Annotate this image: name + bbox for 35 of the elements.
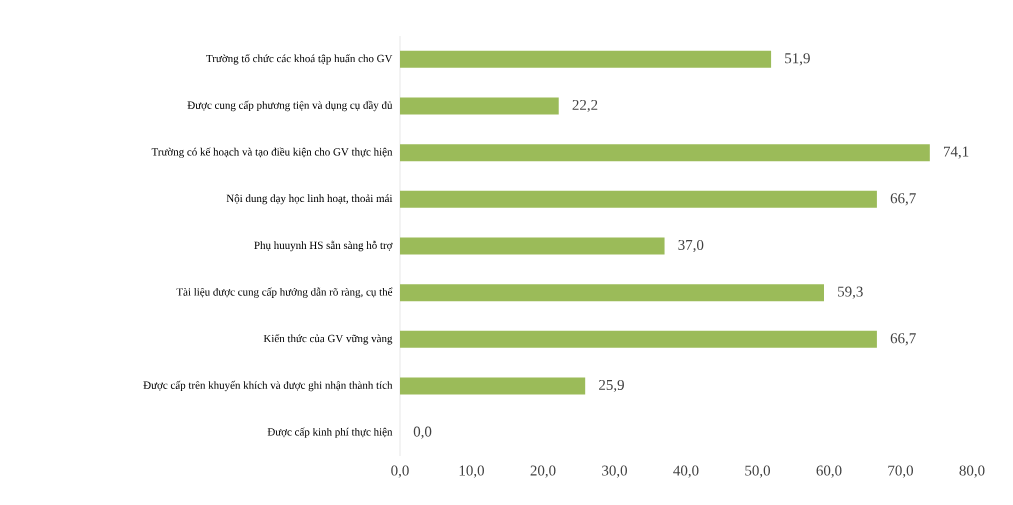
data-label: 66,7: [890, 193, 916, 206]
y-tick-label: Trường có kế hoạch và tạo điều kiện cho GV thực hiện: [151, 147, 393, 158]
data-label: 59,3: [838, 286, 863, 299]
bar: [400, 284, 824, 302]
data-label: 22,2: [572, 99, 598, 113]
x-tick-label: 70,0: [888, 465, 914, 478]
bar: [400, 50, 772, 68]
y-tick-label: Được cấp trên khuyến khích và được ghi nhận thành tích: [143, 380, 393, 392]
x-tick-label: 30,0: [602, 465, 628, 478]
x-tick-label: 10,0: [459, 465, 485, 478]
bar: [400, 330, 877, 348]
y-tick-label: Kiến thức của GV vững vàng: [263, 334, 393, 345]
data-label: 74,1: [944, 146, 969, 159]
y-tick-label: Nội dung dạy học linh hoạt, thoải mái: [226, 194, 393, 205]
data-label: 51,9: [785, 53, 810, 66]
bar: [400, 190, 877, 208]
x-tick-label: 20,0: [530, 465, 556, 478]
y-tick-label: Được cấp kinh phí thực hiện: [267, 427, 393, 438]
data-label: 37,0: [678, 239, 704, 253]
x-tick-label: 50,0: [745, 465, 771, 478]
x-tick-label: 40,0: [673, 465, 699, 478]
bar: [400, 377, 586, 395]
x-tick-label: 60,0: [816, 465, 842, 478]
bar: [400, 97, 559, 115]
data-label: 25,9: [599, 379, 624, 393]
x-tick-label: 0,0: [391, 465, 409, 478]
bar: [400, 144, 930, 162]
y-tick-label: Được cung cấp phương tiện và dụng cụ đầy đủ: [187, 100, 393, 112]
bar: [400, 237, 665, 255]
y-tick-label: Phụ huuynh HS sẵn sàng hỗ trợ: [254, 240, 393, 252]
y-tick-label: Tài liệu được cung cấp hướng dẫn rõ ràng, cụ thể: [176, 287, 393, 298]
data-label: 0,0: [413, 426, 432, 439]
data-label: 66,7: [890, 333, 916, 346]
y-tick-label: Trường tổ chức các khoá tập huấn cho GV: [206, 54, 393, 65]
x-tick-label: 80,0: [959, 465, 985, 478]
